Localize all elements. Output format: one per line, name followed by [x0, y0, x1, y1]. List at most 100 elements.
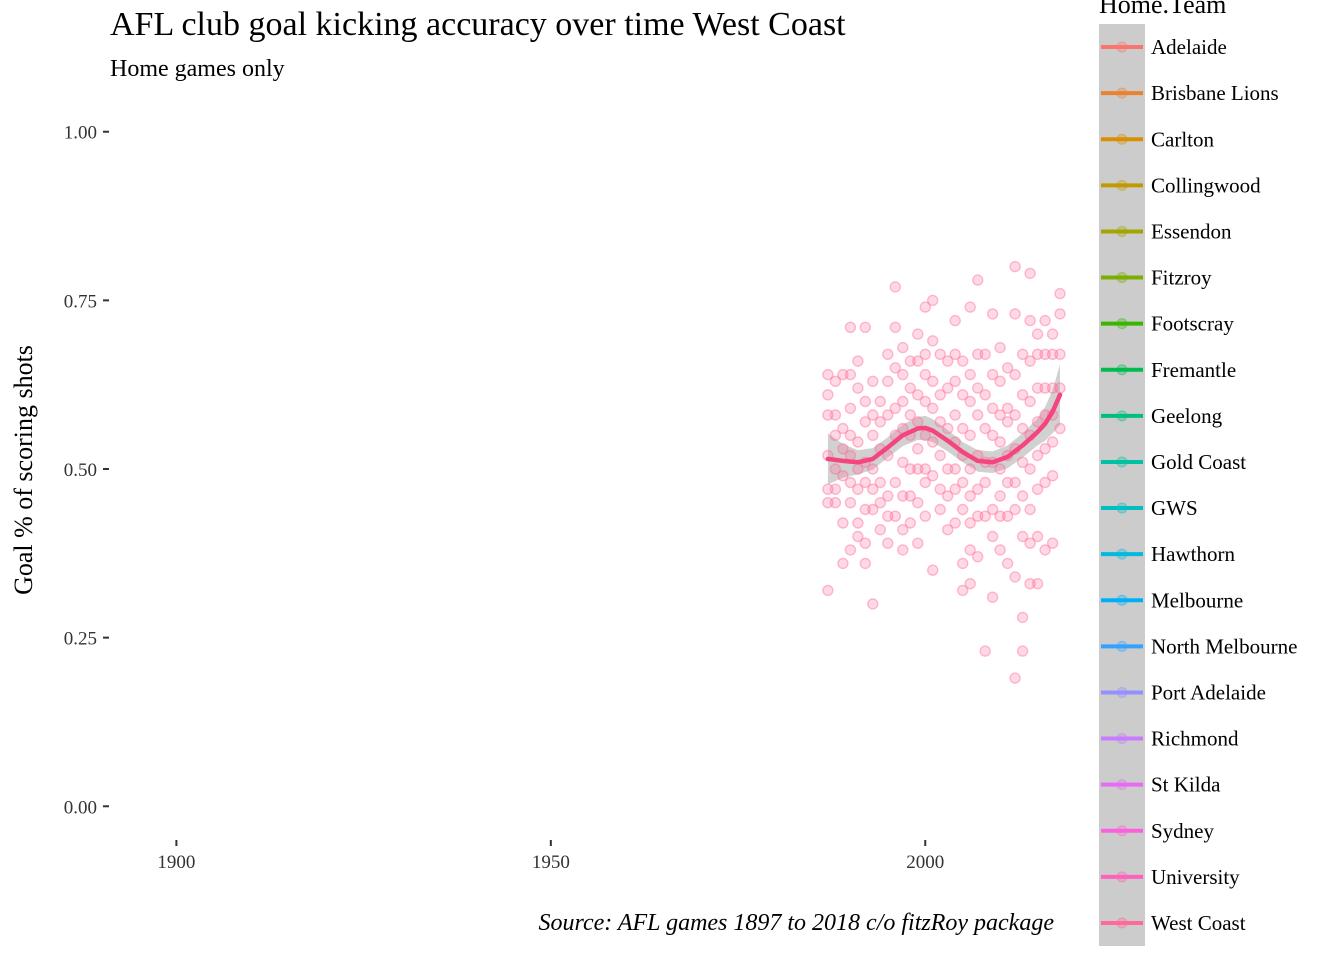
- data-point: [1016, 389, 1029, 401]
- data-point: [837, 470, 849, 482]
- y-tick-label: 1.00: [64, 123, 97, 144]
- data-point: [986, 368, 999, 381]
- legend-item-label: Hawthorn: [1151, 542, 1235, 566]
- legend-title: Home.Team: [1099, 0, 1227, 19]
- data-point: [897, 490, 909, 502]
- data-point: [912, 328, 924, 340]
- data-point: [919, 348, 931, 360]
- data-point: [889, 476, 901, 489]
- data-point: [964, 368, 976, 381]
- data-point: [912, 355, 924, 367]
- data-point: [1009, 308, 1021, 320]
- data-point: [964, 544, 976, 556]
- data-point: [972, 510, 984, 522]
- data-point: [882, 490, 894, 502]
- data-point: [1024, 314, 1036, 327]
- legend-item-label: Port Adelaide: [1151, 680, 1266, 704]
- legend-item-label: St Kilda: [1151, 773, 1221, 797]
- data-point: [912, 443, 924, 455]
- data-point: [1039, 544, 1051, 556]
- data-point: [957, 422, 969, 435]
- data-point: [1031, 578, 1044, 590]
- data-point: [1016, 456, 1029, 468]
- legend-item-label: Brisbane Lions: [1151, 81, 1279, 105]
- data-point: [1009, 571, 1021, 583]
- data-point: [874, 476, 886, 489]
- legend-key-point: [1116, 272, 1128, 284]
- data-point: [957, 476, 969, 489]
- data-point: [1009, 672, 1021, 684]
- data-point: [1024, 537, 1036, 549]
- chart-title: AFL club goal kicking accuracy over time…: [110, 6, 846, 43]
- chart-caption: Source: AFL games 1897 to 2018 c/o fitzR…: [538, 910, 1054, 936]
- data-point: [979, 422, 991, 435]
- legend-item-label: University: [1151, 865, 1240, 889]
- legend-item-label: Collingwood: [1151, 173, 1261, 197]
- data-point: [882, 409, 894, 421]
- data-point: [912, 416, 924, 428]
- data-point: [1046, 537, 1059, 549]
- data-point: [994, 463, 1006, 475]
- data-point: [957, 557, 969, 570]
- data-point: [867, 429, 879, 441]
- data-point: [972, 348, 984, 360]
- data-point: [904, 490, 916, 502]
- legend-item-label: Footscray: [1151, 312, 1234, 336]
- data-point: [904, 517, 916, 529]
- data-point: [934, 449, 946, 462]
- legend-key-point: [1116, 594, 1128, 606]
- data-point: [934, 416, 946, 428]
- data-point: [829, 409, 842, 421]
- data-point: [1031, 328, 1044, 340]
- data-point: [1031, 530, 1044, 543]
- x-tick-label: 2000: [906, 852, 944, 873]
- data-point: [919, 395, 931, 408]
- confidence-band-layer: [827, 364, 1060, 485]
- data-point: [1054, 422, 1066, 435]
- legend-key-point: [1116, 779, 1128, 791]
- data-point: [852, 436, 864, 448]
- data-point: [1016, 422, 1029, 435]
- legend-item-label: Fremantle: [1151, 358, 1236, 382]
- data-point: [934, 483, 946, 495]
- legend-item-label: North Melbourne: [1151, 634, 1297, 658]
- data-point: [942, 490, 954, 502]
- data-point: [1016, 530, 1029, 543]
- data-point: [829, 463, 842, 475]
- data-point: [919, 301, 931, 313]
- data-point: [859, 476, 871, 489]
- data-point: [994, 490, 1006, 502]
- data-point: [912, 389, 924, 401]
- data-point: [882, 348, 894, 360]
- data-point: [1024, 503, 1036, 516]
- data-point: [1031, 382, 1044, 394]
- x-tick-label: 1900: [157, 852, 195, 873]
- data-point: [972, 551, 984, 563]
- data-point: [897, 456, 909, 468]
- data-point: [882, 449, 894, 462]
- data-point: [897, 368, 909, 381]
- data-point: [1039, 382, 1051, 394]
- data-point: [1054, 348, 1066, 360]
- data-point: [927, 470, 939, 482]
- data-point: [844, 429, 857, 441]
- data-point: [1054, 308, 1066, 320]
- data-point: [949, 517, 961, 529]
- legend-key-point: [1116, 917, 1128, 929]
- data-point: [964, 301, 976, 313]
- data-point: [829, 497, 842, 509]
- data-point: [1009, 476, 1021, 489]
- legend-key-point: [1116, 410, 1128, 422]
- data-point: [1054, 382, 1066, 394]
- data-point: [986, 530, 999, 543]
- data-point: [822, 368, 834, 381]
- data-point: [942, 463, 954, 475]
- data-point: [949, 348, 961, 360]
- data-point: [964, 395, 976, 408]
- data-point: [1016, 645, 1029, 657]
- data-point: [927, 335, 939, 347]
- data-point: [994, 436, 1006, 448]
- data-point: [829, 429, 842, 441]
- legend-item-label: Sydney: [1151, 819, 1215, 843]
- data-point: [979, 476, 991, 489]
